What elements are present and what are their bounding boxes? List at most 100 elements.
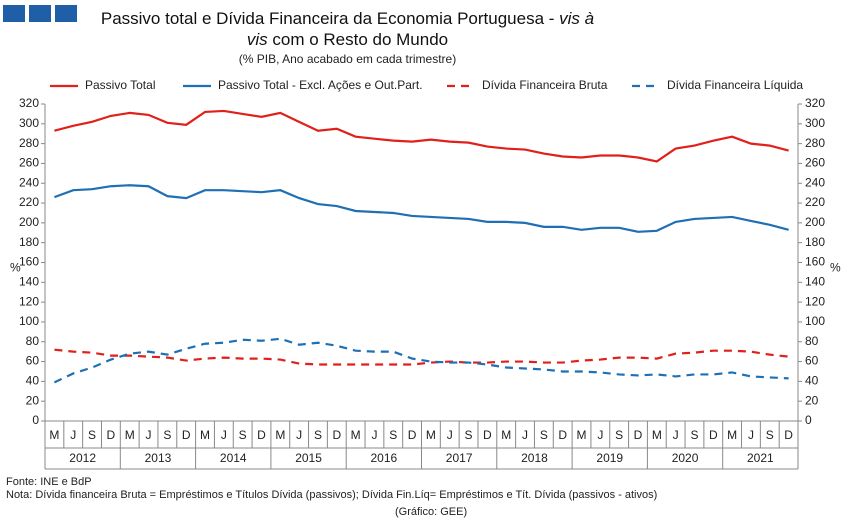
x-tick-label: J	[70, 428, 76, 442]
y2-tick-label: 260	[805, 156, 825, 170]
y-tick-label: 20	[26, 393, 40, 407]
y-tick-label: 120	[19, 294, 39, 308]
y2-tick-label: 240	[805, 175, 825, 189]
y2-axis-label: %	[830, 261, 841, 275]
note: Nota: Dívida financeira Bruta = Emprésti…	[6, 489, 658, 501]
y-tick-label: 300	[19, 116, 39, 130]
year-label: 2016	[370, 451, 397, 465]
series-line	[54, 348, 789, 366]
year-label: 2015	[295, 451, 322, 465]
x-tick-label: J	[221, 428, 227, 442]
y-tick-label: 280	[19, 136, 39, 150]
y2-tick-label: 300	[805, 116, 825, 130]
x-tick-label: D	[558, 428, 567, 442]
year-label: 2020	[672, 451, 699, 465]
year-label: 2017	[446, 451, 473, 465]
x-tick-label: J	[296, 428, 302, 442]
y-tick-label: 140	[19, 274, 39, 288]
x-tick-label: S	[239, 428, 247, 442]
y2-tick-label: 200	[805, 215, 825, 229]
chart-title: Passivo total e Dívida Financeira da Eco…	[95, 8, 600, 50]
y-tick-label: 220	[19, 195, 39, 209]
y2-tick-label: 120	[805, 294, 825, 308]
x-tick-label: M	[125, 428, 135, 442]
y2-tick-label: 220	[805, 195, 825, 209]
y2-tick-label: 40	[805, 374, 819, 388]
x-tick-label: D	[634, 428, 643, 442]
x-tick-label: D	[332, 428, 341, 442]
y-tick-label: 200	[19, 215, 39, 229]
y2-tick-label: 280	[805, 136, 825, 150]
x-tick-label: D	[784, 428, 793, 442]
x-tick-label: S	[163, 428, 171, 442]
x-tick-label: S	[615, 428, 623, 442]
y-tick-label: 100	[19, 314, 39, 328]
x-tick-label: S	[766, 428, 774, 442]
y2-tick-label: 140	[805, 274, 825, 288]
x-tick-label: D	[107, 428, 116, 442]
x-tick-label: M	[200, 428, 210, 442]
legend-label: Dívida Financeira Líquida	[667, 78, 803, 92]
x-tick-label: M	[577, 428, 587, 442]
x-tick-label: J	[371, 428, 377, 442]
x-tick-label: D	[709, 428, 718, 442]
x-tick-label: J	[146, 428, 152, 442]
y-tick-label: 40	[26, 374, 40, 388]
x-tick-label: M	[49, 428, 59, 442]
y-tick-label: 320	[19, 96, 39, 110]
series-line	[53, 337, 789, 384]
y2-tick-label: 160	[805, 255, 825, 269]
chart-subtitle: (% PIB, Ano acabado em cada trimestre)	[238, 52, 457, 66]
x-tick-label: S	[314, 428, 322, 442]
y2-tick-label: 80	[805, 334, 819, 348]
x-tick-label: M	[426, 428, 436, 442]
x-tick-label: M	[501, 428, 511, 442]
x-tick-label: D	[483, 428, 492, 442]
x-tick-label: S	[690, 428, 698, 442]
x-tick-label: J	[447, 428, 453, 442]
year-label: 2018	[521, 451, 548, 465]
y-tick-label: 180	[19, 235, 39, 249]
y2-tick-label: 320	[805, 96, 825, 110]
y2-tick-label: 60	[805, 354, 819, 368]
title-text: Passivo total e Dívida Financeira da Eco…	[100, 9, 560, 28]
year-label: 2019	[596, 451, 623, 465]
year-label: 2013	[145, 451, 172, 465]
y2-tick-label: 20	[805, 393, 819, 407]
y-tick-label: 240	[19, 175, 39, 189]
logo-square	[55, 5, 77, 22]
y2-tick-label: 100	[805, 314, 825, 328]
y2-tick-label: 180	[805, 235, 825, 249]
y-axis-label: %	[10, 261, 21, 275]
series-line	[54, 109, 789, 163]
x-tick-label: M	[275, 428, 285, 442]
x-tick-label: J	[522, 428, 528, 442]
x-tick-label: J	[597, 428, 603, 442]
year-label: 2021	[747, 451, 774, 465]
logo-square	[3, 5, 25, 22]
year-label: 2014	[220, 451, 247, 465]
title-italic: vis à vis	[246, 9, 595, 49]
y-tick-label: 260	[19, 156, 39, 170]
x-tick-label: D	[182, 428, 191, 442]
x-tick-label: J	[748, 428, 754, 442]
legend-label: Dívida Financeira Bruta	[482, 78, 608, 92]
year-label: 2012	[69, 451, 96, 465]
x-tick-label: M	[351, 428, 361, 442]
x-tick-label: D	[257, 428, 266, 442]
source: Fonte: INE e BdP	[6, 476, 92, 488]
legend-label: Passivo Total	[85, 78, 155, 92]
y-tick-label: 160	[19, 255, 39, 269]
legend-label: Passivo Total - Excl. Ações e Out.Part.	[218, 78, 423, 92]
x-tick-label: S	[389, 428, 397, 442]
y2-tick-label: 0	[805, 413, 812, 427]
x-tick-label: M	[652, 428, 662, 442]
series-line	[54, 184, 789, 233]
y-tick-label: 60	[26, 354, 40, 368]
credit: (Gráfico: GEE)	[395, 506, 468, 518]
y-tick-label: 0	[32, 413, 39, 427]
x-tick-label: S	[465, 428, 473, 442]
x-tick-label: D	[408, 428, 417, 442]
